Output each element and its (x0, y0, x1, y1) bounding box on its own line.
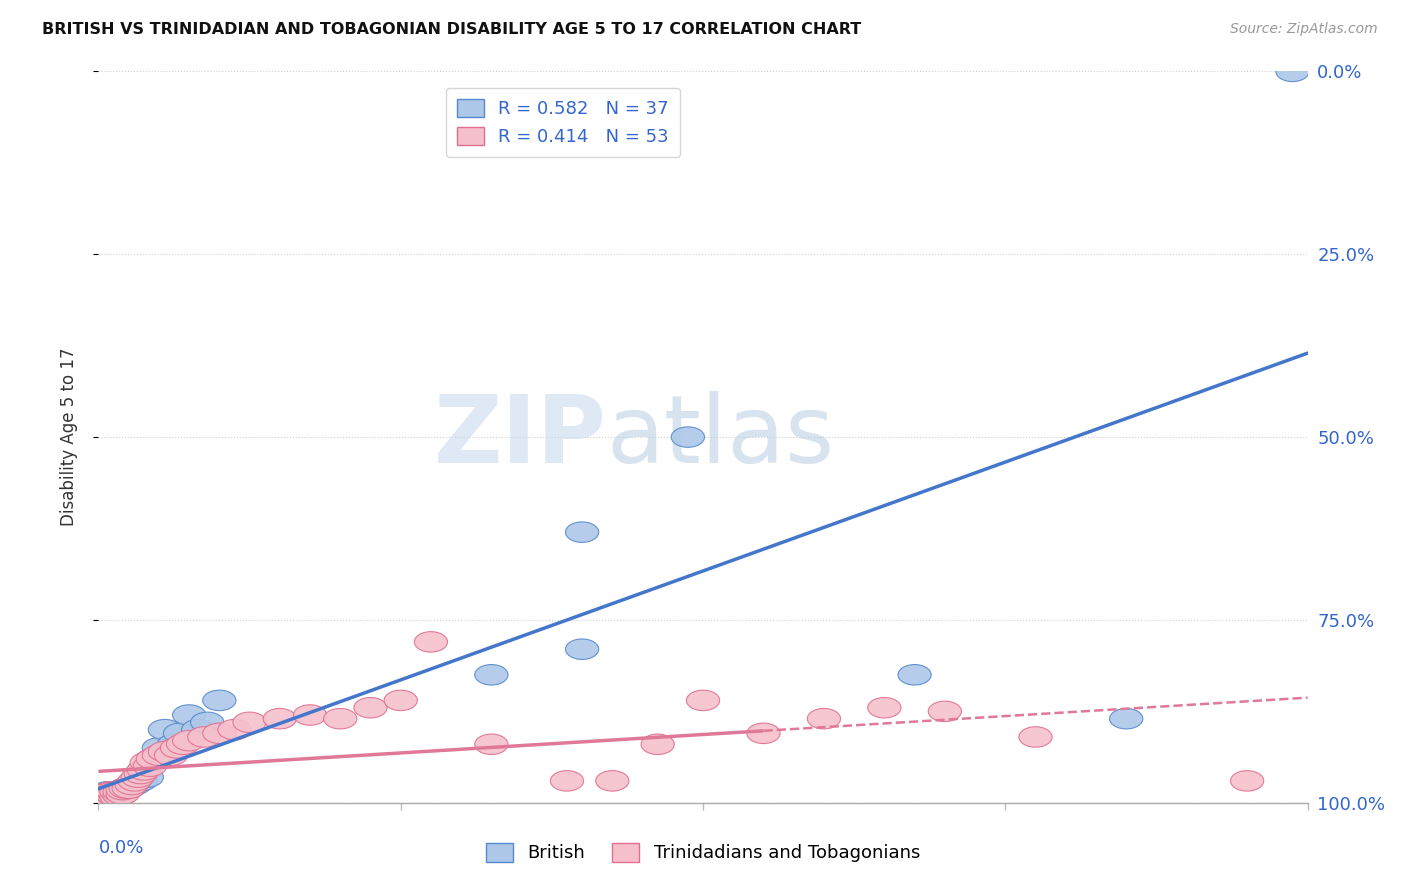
Ellipse shape (148, 741, 181, 762)
Ellipse shape (94, 785, 127, 805)
Ellipse shape (136, 748, 170, 769)
Ellipse shape (97, 784, 131, 805)
Ellipse shape (87, 787, 121, 807)
Ellipse shape (202, 723, 236, 744)
Ellipse shape (187, 727, 221, 747)
Ellipse shape (160, 738, 194, 758)
Ellipse shape (110, 778, 142, 798)
Ellipse shape (596, 771, 628, 791)
Ellipse shape (415, 632, 447, 652)
Ellipse shape (124, 771, 157, 791)
Ellipse shape (118, 771, 152, 791)
Ellipse shape (91, 781, 124, 802)
Ellipse shape (142, 738, 176, 758)
Ellipse shape (100, 785, 134, 805)
Ellipse shape (807, 708, 841, 729)
Ellipse shape (294, 705, 326, 725)
Ellipse shape (94, 781, 127, 802)
Text: ZIP: ZIP (433, 391, 606, 483)
Ellipse shape (110, 778, 142, 798)
Ellipse shape (671, 427, 704, 447)
Ellipse shape (565, 639, 599, 659)
Ellipse shape (124, 764, 157, 784)
Ellipse shape (105, 781, 139, 802)
Ellipse shape (1109, 708, 1143, 729)
Ellipse shape (202, 690, 236, 711)
Ellipse shape (131, 767, 163, 788)
Ellipse shape (103, 785, 136, 805)
Text: 0.0%: 0.0% (98, 839, 143, 857)
Ellipse shape (94, 787, 127, 807)
Ellipse shape (475, 665, 508, 685)
Ellipse shape (91, 785, 124, 805)
Ellipse shape (1275, 62, 1309, 81)
Ellipse shape (100, 781, 134, 802)
Ellipse shape (94, 781, 127, 802)
Ellipse shape (112, 778, 145, 798)
Ellipse shape (868, 698, 901, 718)
Ellipse shape (121, 767, 155, 788)
Ellipse shape (103, 781, 136, 802)
Ellipse shape (134, 756, 166, 776)
Y-axis label: Disability Age 5 to 17: Disability Age 5 to 17 (59, 348, 77, 526)
Text: BRITISH VS TRINIDADIAN AND TOBAGONIAN DISABILITY AGE 5 TO 17 CORRELATION CHART: BRITISH VS TRINIDADIAN AND TOBAGONIAN DI… (42, 22, 862, 37)
Ellipse shape (127, 760, 160, 780)
Ellipse shape (103, 785, 136, 805)
Ellipse shape (218, 720, 252, 739)
Ellipse shape (131, 752, 163, 772)
Ellipse shape (550, 771, 583, 791)
Ellipse shape (155, 745, 187, 765)
Ellipse shape (191, 712, 224, 732)
Ellipse shape (87, 787, 121, 807)
Ellipse shape (84, 785, 118, 805)
Text: Source: ZipAtlas.com: Source: ZipAtlas.com (1230, 22, 1378, 37)
Ellipse shape (136, 748, 170, 769)
Ellipse shape (142, 745, 176, 765)
Ellipse shape (475, 734, 508, 755)
Ellipse shape (84, 785, 118, 805)
Ellipse shape (97, 781, 131, 802)
Ellipse shape (100, 781, 134, 802)
Ellipse shape (105, 780, 139, 800)
Ellipse shape (166, 734, 200, 755)
Ellipse shape (84, 789, 118, 809)
Ellipse shape (100, 787, 134, 807)
Ellipse shape (354, 698, 387, 718)
Ellipse shape (112, 778, 145, 798)
Ellipse shape (898, 665, 931, 685)
Ellipse shape (97, 785, 131, 805)
Ellipse shape (641, 734, 675, 755)
Ellipse shape (103, 781, 136, 802)
Ellipse shape (148, 720, 181, 739)
Ellipse shape (105, 784, 139, 805)
Ellipse shape (173, 731, 205, 751)
Ellipse shape (181, 720, 215, 739)
Ellipse shape (115, 774, 148, 795)
Ellipse shape (91, 785, 124, 805)
Ellipse shape (97, 787, 131, 807)
Ellipse shape (91, 789, 124, 809)
Ellipse shape (384, 690, 418, 711)
Ellipse shape (87, 784, 121, 805)
Legend: British, Trinidadians and Tobagonians: British, Trinidadians and Tobagonians (478, 836, 928, 870)
Ellipse shape (173, 705, 205, 725)
Ellipse shape (323, 708, 357, 729)
Text: atlas: atlas (606, 391, 835, 483)
Ellipse shape (686, 690, 720, 711)
Ellipse shape (91, 789, 124, 809)
Ellipse shape (87, 784, 121, 805)
Ellipse shape (163, 723, 197, 744)
Ellipse shape (84, 789, 118, 809)
Ellipse shape (928, 701, 962, 722)
Ellipse shape (1019, 727, 1052, 747)
Ellipse shape (233, 712, 266, 732)
Legend: R = 0.582   N = 37, R = 0.414   N = 53: R = 0.582 N = 37, R = 0.414 N = 53 (446, 87, 681, 157)
Ellipse shape (263, 708, 297, 729)
Ellipse shape (1230, 771, 1264, 791)
Ellipse shape (118, 774, 152, 795)
Ellipse shape (157, 734, 191, 755)
Ellipse shape (747, 723, 780, 744)
Ellipse shape (565, 522, 599, 542)
